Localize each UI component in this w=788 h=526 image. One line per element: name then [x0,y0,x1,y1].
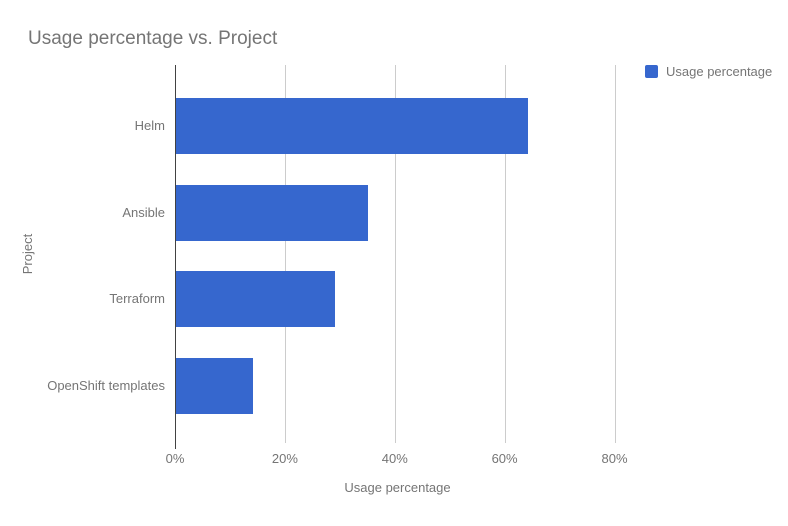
gridline-60 [504,65,506,443]
x-tick-label: 60% [491,451,518,466]
x-tick-label: 20% [271,451,298,466]
category-label-terraform: Terraform [109,291,165,306]
legend: Usage percentage [645,64,772,79]
x-axis-title: Usage percentage [344,480,451,495]
legend-label: Usage percentage [666,64,773,79]
plot-area [175,65,620,449]
x-tick-label: 40% [381,451,408,466]
chart-title: Usage percentage vs. Project [28,28,278,49]
category-label-ansible: Ansible [122,204,165,220]
x-tick-label: 80% [601,451,628,466]
x-tick-label: 0% [165,451,185,466]
gridline-40 [394,65,396,443]
legend-swatch [645,65,658,78]
bar-terraform [176,271,336,327]
gridline-20 [284,65,286,443]
y-axis-line [175,65,176,449]
category-label-openshift-templates: OpenShift templates [47,377,165,393]
bar-openshift-templates [176,357,253,414]
gridline-80 [614,65,616,443]
category-label-helm: Helm [134,118,165,133]
bar-ansible [176,184,369,241]
bar-helm [176,98,528,154]
